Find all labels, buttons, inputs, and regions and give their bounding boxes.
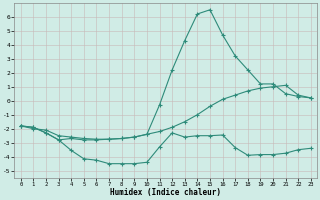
X-axis label: Humidex (Indice chaleur): Humidex (Indice chaleur)	[110, 188, 221, 197]
